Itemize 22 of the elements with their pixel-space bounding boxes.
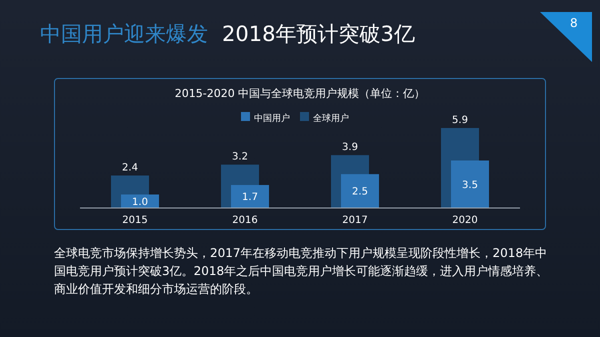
data-label: 3.5 [462, 180, 478, 191]
x-tick-label: 2017 [342, 215, 368, 226]
text: 8 [570, 16, 578, 30]
legend-label: 中国用户 [254, 114, 290, 124]
data-label: 2.4 [122, 162, 138, 174]
bar [341, 174, 379, 208]
legend-label: 全球用户 [313, 114, 349, 124]
bar [451, 160, 489, 208]
x-tick-label: 2016 [232, 215, 258, 226]
x-tick-label: 2015 [122, 215, 148, 226]
text: 中国用户迎来爆发 [40, 22, 208, 46]
chart-title: 2015-2020 中国与全球电竞用户规模（单位：亿） [174, 86, 426, 101]
data-label: 2.5 [352, 186, 368, 198]
bar [231, 184, 269, 208]
data-label: 5.9 [452, 115, 468, 126]
text: 全球电竞市场保持增长势头，2017年在移动电竞推动下用户规模呈现阶段性增长，2018年中国电竞用户预计突破3亿。2018年之后中国电竞用户增长可能逐渐趋缓，进入用户情感培养、商业价值开发和细分市场运营的阶段。 [54, 245, 550, 298]
x-tick-label: 2020 [452, 215, 478, 226]
data-label: 3.2 [232, 152, 248, 163]
text: 2018年预计突破3亿 [222, 22, 415, 46]
data-label: 3.9 [342, 142, 358, 154]
data-label: 1.7 [242, 192, 258, 204]
data-label: 1.0 [132, 196, 148, 208]
